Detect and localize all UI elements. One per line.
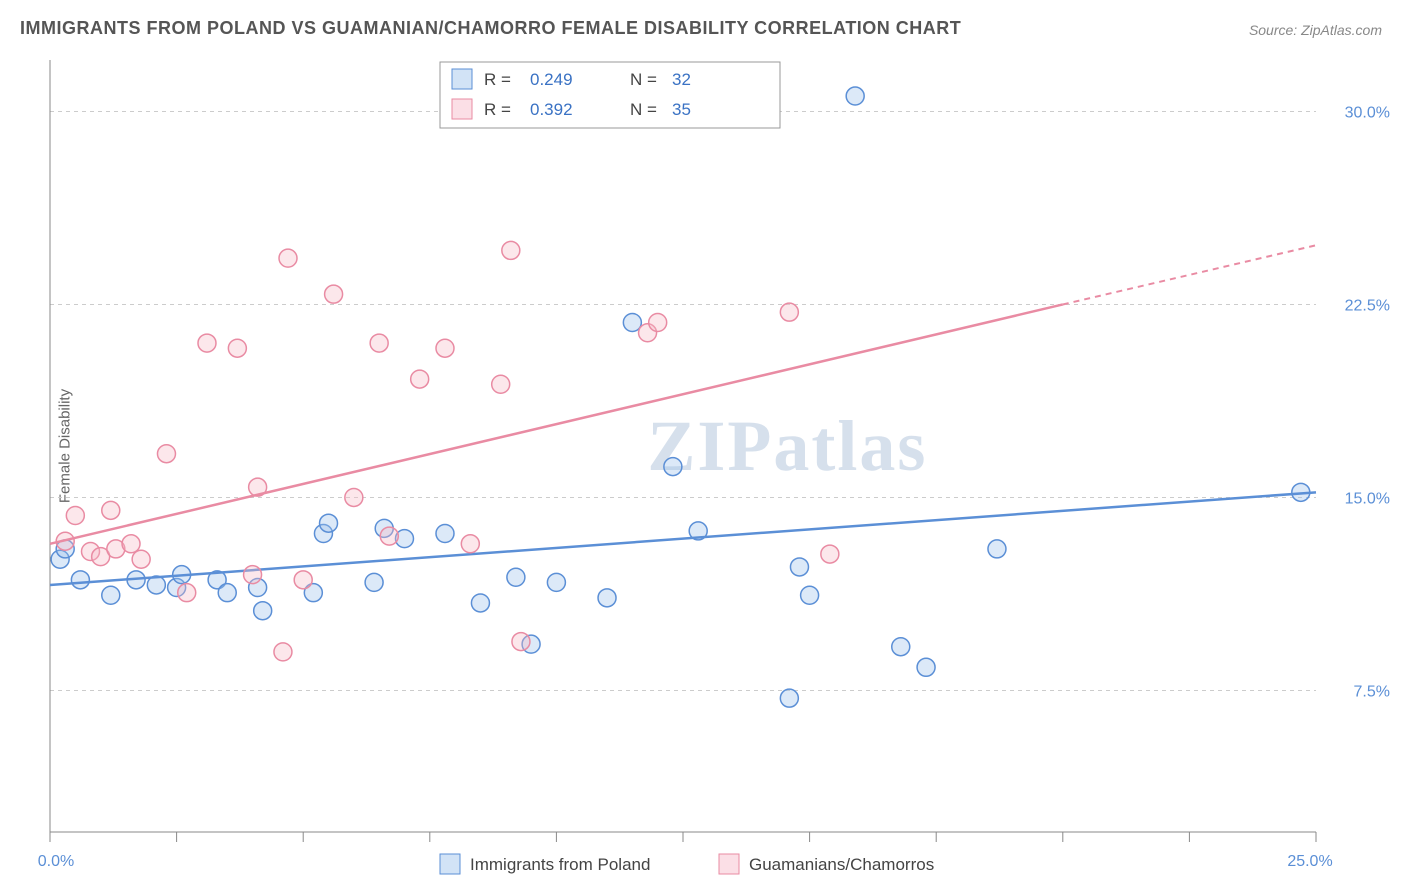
bottom-legend-swatch-guam bbox=[719, 854, 739, 874]
watermark: ZIPatlas bbox=[647, 406, 927, 486]
data-point-poland bbox=[365, 573, 383, 591]
data-point-guam bbox=[380, 527, 398, 545]
data-point-poland bbox=[780, 689, 798, 707]
chart-title: IMMIGRANTS FROM POLAND VS GUAMANIAN/CHAM… bbox=[20, 18, 961, 39]
data-point-guam bbox=[122, 535, 140, 553]
data-point-poland bbox=[801, 586, 819, 604]
legend-n-value: 32 bbox=[672, 70, 691, 89]
bottom-legend-swatch-poland bbox=[440, 854, 460, 874]
legend-r-value: 0.392 bbox=[530, 100, 573, 119]
legend-swatch-poland bbox=[452, 69, 472, 89]
data-point-guam bbox=[821, 545, 839, 563]
data-point-guam bbox=[345, 488, 363, 506]
data-point-guam bbox=[294, 571, 312, 589]
legend-n-value: 35 bbox=[672, 100, 691, 119]
data-point-poland bbox=[790, 558, 808, 576]
trend-line-ext-guam bbox=[1063, 245, 1316, 304]
data-point-guam bbox=[102, 501, 120, 519]
y-tick-label: 15.0% bbox=[1345, 490, 1390, 507]
data-point-guam bbox=[370, 334, 388, 352]
data-point-guam bbox=[492, 375, 510, 393]
data-point-guam bbox=[198, 334, 216, 352]
data-point-guam bbox=[325, 285, 343, 303]
data-point-guam bbox=[228, 339, 246, 357]
scatter-chart-svg: 7.5%15.0%22.5%30.0%ZIPatlas0.0%25.0%R = … bbox=[0, 48, 1406, 892]
data-point-guam bbox=[178, 584, 196, 602]
chart-container: IMMIGRANTS FROM POLAND VS GUAMANIAN/CHAM… bbox=[0, 0, 1406, 892]
data-point-poland bbox=[664, 458, 682, 476]
data-point-guam bbox=[66, 506, 84, 524]
data-point-poland bbox=[892, 638, 910, 656]
data-point-guam bbox=[411, 370, 429, 388]
data-point-poland bbox=[436, 524, 454, 542]
data-point-guam bbox=[244, 566, 262, 584]
data-point-guam bbox=[132, 550, 150, 568]
data-point-poland bbox=[471, 594, 489, 612]
bottom-legend-label-guam: Guamanians/Chamorros bbox=[749, 855, 934, 874]
y-tick-label: 7.5% bbox=[1354, 683, 1390, 700]
x-tick-label-start: 0.0% bbox=[38, 853, 74, 870]
source-attribution: Source: ZipAtlas.com bbox=[1249, 22, 1382, 38]
x-tick-label-end: 25.0% bbox=[1287, 853, 1332, 870]
data-point-guam bbox=[274, 643, 292, 661]
data-point-poland bbox=[846, 87, 864, 105]
data-point-guam bbox=[436, 339, 454, 357]
data-point-poland bbox=[71, 571, 89, 589]
legend-r-label: R = bbox=[484, 70, 511, 89]
data-point-poland bbox=[102, 586, 120, 604]
y-tick-label: 22.5% bbox=[1345, 297, 1390, 314]
data-point-guam bbox=[157, 445, 175, 463]
data-point-poland bbox=[917, 658, 935, 676]
data-point-poland bbox=[547, 573, 565, 591]
trend-line-poland bbox=[50, 492, 1316, 585]
data-point-guam bbox=[780, 303, 798, 321]
data-point-poland bbox=[507, 568, 525, 586]
legend-n-label: N = bbox=[630, 100, 657, 119]
source-prefix: Source: bbox=[1249, 22, 1301, 38]
data-point-guam bbox=[649, 313, 667, 331]
data-point-poland bbox=[320, 514, 338, 532]
y-tick-label: 30.0% bbox=[1345, 104, 1390, 121]
chart-area: 7.5%15.0%22.5%30.0%ZIPatlas0.0%25.0%R = … bbox=[0, 48, 1406, 892]
bottom-legend-label-poland: Immigrants from Poland bbox=[470, 855, 650, 874]
legend-r-value: 0.249 bbox=[530, 70, 573, 89]
data-point-guam bbox=[512, 633, 530, 651]
data-point-poland bbox=[254, 602, 272, 620]
data-point-guam bbox=[502, 241, 520, 259]
data-point-poland bbox=[598, 589, 616, 607]
data-point-poland bbox=[988, 540, 1006, 558]
source-name: ZipAtlas.com bbox=[1301, 22, 1382, 38]
legend-swatch-guam bbox=[452, 99, 472, 119]
data-point-guam bbox=[461, 535, 479, 553]
legend-n-label: N = bbox=[630, 70, 657, 89]
data-point-guam bbox=[279, 249, 297, 267]
legend-r-label: R = bbox=[484, 100, 511, 119]
data-point-poland bbox=[218, 584, 236, 602]
